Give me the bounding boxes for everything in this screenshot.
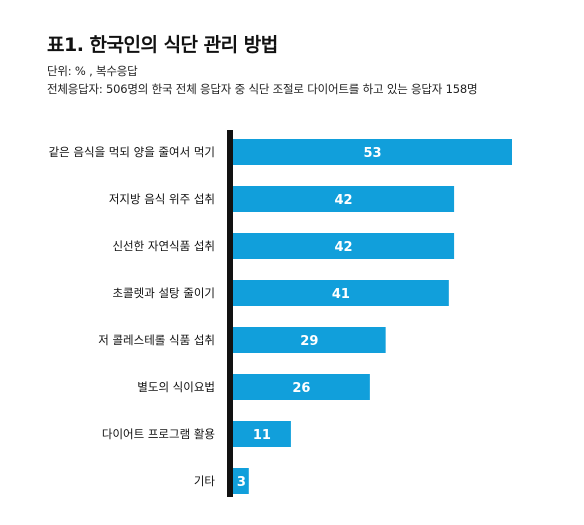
value-label-5: 26: [292, 381, 310, 396]
bar-3: [233, 280, 449, 306]
chart-title: 표1. 한국인의 식단 관리 방법: [47, 34, 278, 56]
bar-6: [233, 421, 291, 447]
base-note: 전체응답자: 506명의 한국 전체 응답자 중 식단 조절로 다이어트를 하고…: [47, 82, 478, 96]
bar-4: [233, 327, 386, 353]
y-axis-line: [227, 130, 233, 497]
category-label-7: 기타: [194, 474, 216, 488]
category-label-5: 별도의 식이요법: [137, 380, 215, 394]
category-label-2: 신선한 자연식품 섭취: [112, 239, 215, 253]
category-label-4: 저 콜레스테롤 식품 섭취: [98, 333, 215, 347]
bar-0: [233, 139, 512, 165]
value-label-4: 29: [300, 334, 318, 349]
value-label-6: 11: [253, 428, 271, 443]
bar-5: [233, 374, 370, 400]
category-label-3: 초콜렛과 설탕 줄이기: [112, 286, 215, 300]
category-label-1: 저지방 음식 위주 섭취: [109, 192, 215, 206]
value-label-2: 42: [335, 240, 353, 255]
value-label-1: 42: [335, 193, 353, 208]
value-label-7: 3: [237, 475, 246, 490]
bar-1: [233, 186, 455, 212]
bar-7: [233, 468, 249, 494]
unit-note: 단위: % , 복수응답: [47, 64, 138, 78]
value-label-3: 41: [332, 287, 350, 302]
category-label-0: 같은 음식을 먹되 양을 줄여서 먹기: [49, 145, 215, 159]
bar-2: [233, 233, 455, 259]
category-label-6: 다이어트 프로그램 활용: [102, 427, 215, 441]
value-label-0: 53: [363, 146, 381, 161]
